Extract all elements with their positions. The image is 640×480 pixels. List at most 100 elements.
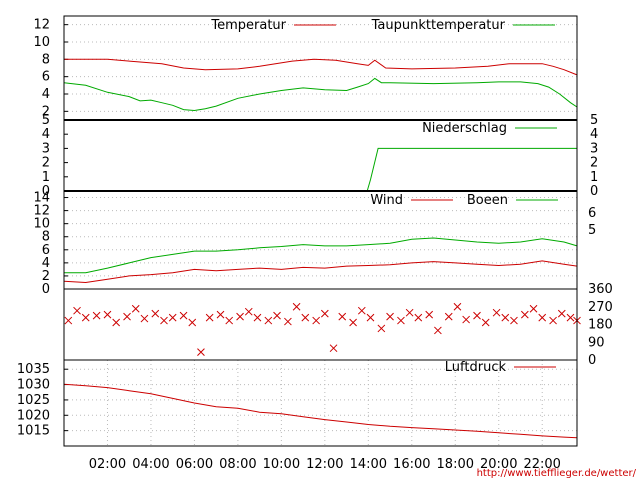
- wind_direction-frame: [63, 288, 578, 361]
- direction-ytick-label: 180: [588, 318, 613, 333]
- direction-point: [473, 311, 481, 320]
- xtick-label: 16:00: [393, 457, 430, 472]
- precipitation-ytick-label: 1: [42, 170, 50, 185]
- wind-ytick-label: 12: [33, 204, 50, 219]
- precip-ytick-label: 2: [590, 156, 598, 171]
- direction-point: [520, 310, 529, 319]
- direction-point: [349, 318, 357, 327]
- direction-point: [73, 306, 81, 315]
- xtick-label: 08:00: [219, 457, 256, 472]
- pressure-ytick-label: 1020: [17, 408, 50, 423]
- precipitation-ytick-label: 4: [42, 127, 50, 142]
- direction-point: [501, 313, 510, 322]
- direction-point: [366, 313, 375, 322]
- direction-point: [444, 312, 453, 321]
- source-url: http://www.tiefflieger.de/wetter/: [477, 468, 637, 479]
- direction-point: [273, 311, 281, 320]
- direction-point: [236, 312, 244, 321]
- precipitation-ytick-label: 5: [42, 113, 50, 128]
- xtick-label: 04:00: [132, 457, 169, 472]
- direction-point: [312, 316, 321, 325]
- precipitation-ytick-label: 3: [42, 141, 50, 156]
- precip-ytick-label: 3: [590, 141, 598, 156]
- direction-point: [160, 316, 168, 325]
- wind-ytick-label: 10: [33, 217, 50, 232]
- temperature-ytick-label: 12: [33, 18, 50, 33]
- direction-point: [123, 312, 131, 321]
- direction-point: [151, 309, 160, 318]
- direction-point: [264, 316, 273, 325]
- direction-point: [338, 312, 347, 321]
- direction-point: [481, 318, 490, 327]
- xtick-label: 10:00: [263, 457, 300, 472]
- direction-point: [301, 313, 310, 322]
- temperature-ytick-label: 8: [42, 52, 50, 67]
- precipitation-ytick-label: 2: [42, 156, 50, 171]
- direction-point: [225, 316, 234, 325]
- direction-point: [425, 310, 434, 319]
- wind-ytick-label: 6: [42, 243, 50, 258]
- direction-ytick-label: 90: [588, 335, 605, 350]
- wind-series-line-0: [63, 260, 578, 284]
- xtick-label: 22:00: [523, 457, 560, 472]
- direction-point: [386, 312, 394, 321]
- temperature-series-line-0: [64, 58, 578, 76]
- direction-point: [397, 316, 405, 325]
- xtick-label: 14:00: [350, 457, 387, 472]
- wind-series-line-1: [64, 237, 578, 274]
- direction-point: [216, 310, 225, 319]
- xtick-label: 06:00: [176, 457, 213, 472]
- precip-ytick-label: 0: [590, 184, 598, 199]
- direction-point: [492, 308, 501, 317]
- wind-ytick-label: 4: [42, 256, 50, 271]
- precip-ytick-label: 5: [590, 113, 598, 128]
- direction-point: [64, 316, 73, 325]
- direction-point: [253, 313, 262, 322]
- direction-point: [320, 309, 329, 318]
- xtick-label: 18:00: [437, 457, 474, 472]
- direction-point: [92, 311, 101, 320]
- direction-point: [566, 313, 575, 322]
- pressure-frame: [63, 359, 578, 447]
- wind-ytick-label: 8: [42, 230, 50, 245]
- direction-point: [188, 318, 197, 327]
- wind-right-label: 6: [588, 206, 596, 221]
- direction-point: [140, 314, 149, 323]
- direction-point: [205, 313, 214, 322]
- direction-point: [453, 302, 462, 311]
- xtick-label: 20:00: [480, 457, 517, 472]
- pressure-series-line-0: [63, 383, 578, 439]
- direction-point: [357, 306, 366, 315]
- wind-ytick-label: 0: [42, 282, 50, 297]
- direction-point: [112, 318, 121, 327]
- precip-ytick-label: 4: [590, 127, 598, 142]
- temperature-ytick-label: 4: [42, 87, 50, 102]
- direction-ytick-label: 0: [588, 353, 596, 368]
- direction-ytick-label: 270: [588, 300, 613, 315]
- direction-point: [414, 313, 423, 322]
- direction-point: [244, 307, 253, 316]
- pressure-legend-label: Luftdruck: [445, 360, 507, 375]
- direction-point: [434, 326, 442, 335]
- precipitation-series-line-0: [64, 147, 577, 192]
- temperature-legend-label: Temperatur: [210, 18, 286, 33]
- pressure-ytick-label: 1025: [17, 393, 50, 408]
- direction-point: [81, 313, 90, 322]
- temperature-ytick-label: 2: [42, 104, 50, 119]
- direction-point: [529, 304, 538, 313]
- temperature-ytick-label: 10: [33, 35, 50, 50]
- pressure-ytick-label: 1015: [17, 424, 50, 439]
- direction-point: [131, 304, 140, 313]
- direction-point: [284, 317, 292, 326]
- wind-ytick-label: 14: [33, 191, 50, 206]
- wind-legend-label: Boeen: [467, 193, 508, 208]
- xtick-label: 12:00: [306, 457, 343, 472]
- direction-ytick-label: 360: [588, 282, 613, 297]
- direction-point: [377, 324, 386, 333]
- temperature-series-line-1: [63, 77, 578, 112]
- direction-point: [510, 316, 518, 325]
- direction-point: [197, 348, 205, 356]
- precipitation-ytick-label: 0: [42, 184, 50, 199]
